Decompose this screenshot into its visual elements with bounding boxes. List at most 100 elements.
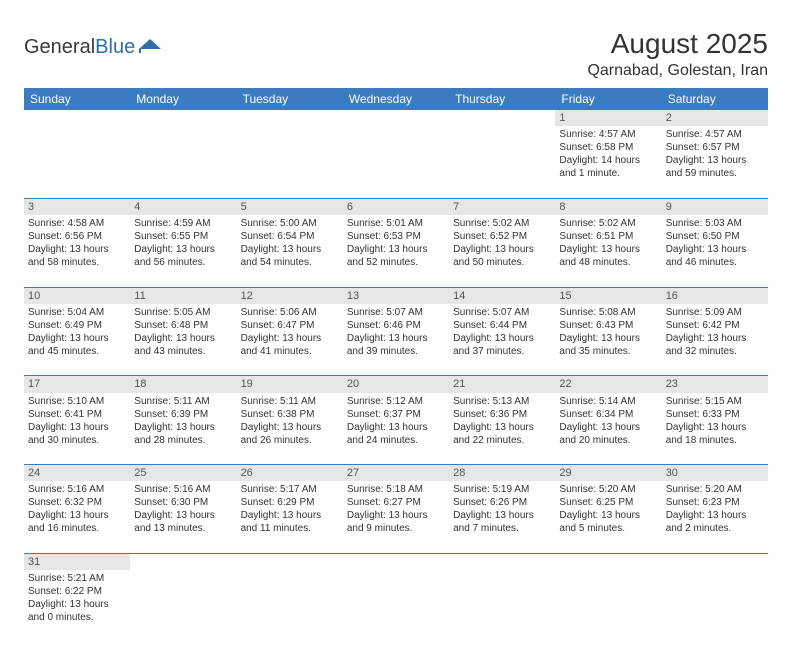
day-cell: Sunrise: 5:07 AMSunset: 6:44 PMDaylight:… bbox=[449, 304, 555, 376]
day-number bbox=[343, 110, 449, 126]
day-cell: Sunrise: 4:57 AMSunset: 6:57 PMDaylight:… bbox=[662, 126, 768, 198]
day-number bbox=[449, 553, 555, 570]
day-number: 24 bbox=[24, 465, 130, 482]
daynum-row: 17181920212223 bbox=[24, 376, 768, 393]
sunrise-line: Sunrise: 5:17 AM bbox=[241, 483, 339, 496]
day-cell: Sunrise: 5:04 AMSunset: 6:49 PMDaylight:… bbox=[24, 304, 130, 376]
day-cell: Sunrise: 5:14 AMSunset: 6:34 PMDaylight:… bbox=[555, 393, 661, 465]
daylight-line: Daylight: 13 hours and 7 minutes. bbox=[453, 509, 551, 535]
content-row: Sunrise: 4:58 AMSunset: 6:56 PMDaylight:… bbox=[24, 215, 768, 287]
sunset-line: Sunset: 6:38 PM bbox=[241, 408, 339, 421]
day-cell: Sunrise: 5:02 AMSunset: 6:52 PMDaylight:… bbox=[449, 215, 555, 287]
sunrise-line: Sunrise: 5:07 AM bbox=[347, 306, 445, 319]
day-number: 25 bbox=[130, 465, 236, 482]
day-number bbox=[237, 553, 343, 570]
sunset-line: Sunset: 6:25 PM bbox=[559, 496, 657, 509]
sunset-line: Sunset: 6:49 PM bbox=[28, 319, 126, 332]
day-number: 2 bbox=[662, 110, 768, 126]
day-number bbox=[555, 553, 661, 570]
day-number: 6 bbox=[343, 198, 449, 215]
sunrise-line: Sunrise: 4:58 AM bbox=[28, 217, 126, 230]
day-number: 23 bbox=[662, 376, 768, 393]
daylight-line: Daylight: 13 hours and 37 minutes. bbox=[453, 332, 551, 358]
day-number: 3 bbox=[24, 198, 130, 215]
month-title: August 2025 bbox=[587, 28, 768, 60]
day-cell: Sunrise: 5:03 AMSunset: 6:50 PMDaylight:… bbox=[662, 215, 768, 287]
daylight-line: Daylight: 13 hours and 0 minutes. bbox=[28, 598, 126, 624]
day-number: 31 bbox=[24, 553, 130, 570]
sunrise-line: Sunrise: 5:20 AM bbox=[559, 483, 657, 496]
daylight-line: Daylight: 13 hours and 2 minutes. bbox=[666, 509, 764, 535]
day-number bbox=[449, 110, 555, 126]
day-cell: Sunrise: 5:21 AMSunset: 6:22 PMDaylight:… bbox=[24, 570, 130, 642]
sunset-line: Sunset: 6:22 PM bbox=[28, 585, 126, 598]
day-number: 17 bbox=[24, 376, 130, 393]
daylight-line: Daylight: 13 hours and 45 minutes. bbox=[28, 332, 126, 358]
sunset-line: Sunset: 6:30 PM bbox=[134, 496, 232, 509]
day-number bbox=[24, 110, 130, 126]
daylight-line: Daylight: 14 hours and 1 minute. bbox=[559, 154, 657, 180]
sunrise-line: Sunrise: 5:06 AM bbox=[241, 306, 339, 319]
sunset-line: Sunset: 6:57 PM bbox=[666, 141, 764, 154]
day-number: 9 bbox=[662, 198, 768, 215]
day-number: 14 bbox=[449, 287, 555, 304]
day-cell bbox=[343, 126, 449, 198]
content-row: Sunrise: 5:21 AMSunset: 6:22 PMDaylight:… bbox=[24, 570, 768, 642]
day-number bbox=[130, 553, 236, 570]
sunrise-line: Sunrise: 5:12 AM bbox=[347, 395, 445, 408]
daylight-line: Daylight: 13 hours and 13 minutes. bbox=[134, 509, 232, 535]
daylight-line: Daylight: 13 hours and 9 minutes. bbox=[347, 509, 445, 535]
day-number bbox=[237, 110, 343, 126]
day-cell: Sunrise: 5:17 AMSunset: 6:29 PMDaylight:… bbox=[237, 481, 343, 553]
day-cell: Sunrise: 5:13 AMSunset: 6:36 PMDaylight:… bbox=[449, 393, 555, 465]
day-number: 27 bbox=[343, 465, 449, 482]
day-cell: Sunrise: 4:59 AMSunset: 6:55 PMDaylight:… bbox=[130, 215, 236, 287]
day-cell: Sunrise: 5:16 AMSunset: 6:30 PMDaylight:… bbox=[130, 481, 236, 553]
daylight-line: Daylight: 13 hours and 41 minutes. bbox=[241, 332, 339, 358]
daylight-line: Daylight: 13 hours and 18 minutes. bbox=[666, 421, 764, 447]
sunset-line: Sunset: 6:54 PM bbox=[241, 230, 339, 243]
day-cell: Sunrise: 5:06 AMSunset: 6:47 PMDaylight:… bbox=[237, 304, 343, 376]
sunrise-line: Sunrise: 5:09 AM bbox=[666, 306, 764, 319]
day-cell: Sunrise: 5:12 AMSunset: 6:37 PMDaylight:… bbox=[343, 393, 449, 465]
daylight-line: Daylight: 13 hours and 20 minutes. bbox=[559, 421, 657, 447]
sunrise-line: Sunrise: 4:59 AM bbox=[134, 217, 232, 230]
daylight-line: Daylight: 13 hours and 28 minutes. bbox=[134, 421, 232, 447]
content-row: Sunrise: 4:57 AMSunset: 6:58 PMDaylight:… bbox=[24, 126, 768, 198]
day-number: 29 bbox=[555, 465, 661, 482]
sunrise-line: Sunrise: 5:16 AM bbox=[134, 483, 232, 496]
weekday-header: Monday bbox=[130, 88, 236, 110]
sunrise-line: Sunrise: 5:10 AM bbox=[28, 395, 126, 408]
day-cell: Sunrise: 5:00 AMSunset: 6:54 PMDaylight:… bbox=[237, 215, 343, 287]
daylight-line: Daylight: 13 hours and 16 minutes. bbox=[28, 509, 126, 535]
sunrise-line: Sunrise: 5:07 AM bbox=[453, 306, 551, 319]
day-cell bbox=[237, 570, 343, 642]
sunrise-line: Sunrise: 4:57 AM bbox=[559, 128, 657, 141]
flag-icon bbox=[139, 37, 161, 58]
day-cell bbox=[24, 126, 130, 198]
sunrise-line: Sunrise: 5:02 AM bbox=[453, 217, 551, 230]
sunset-line: Sunset: 6:50 PM bbox=[666, 230, 764, 243]
weekday-header: Wednesday bbox=[343, 88, 449, 110]
day-number: 20 bbox=[343, 376, 449, 393]
sunset-line: Sunset: 6:55 PM bbox=[134, 230, 232, 243]
day-number bbox=[662, 553, 768, 570]
sunrise-line: Sunrise: 5:20 AM bbox=[666, 483, 764, 496]
sunset-line: Sunset: 6:39 PM bbox=[134, 408, 232, 421]
content-row: Sunrise: 5:16 AMSunset: 6:32 PMDaylight:… bbox=[24, 481, 768, 553]
sunrise-line: Sunrise: 5:13 AM bbox=[453, 395, 551, 408]
daynum-row: 12 bbox=[24, 110, 768, 126]
sunset-line: Sunset: 6:43 PM bbox=[559, 319, 657, 332]
sunset-line: Sunset: 6:53 PM bbox=[347, 230, 445, 243]
daylight-line: Daylight: 13 hours and 43 minutes. bbox=[134, 332, 232, 358]
day-number: 1 bbox=[555, 110, 661, 126]
sunset-line: Sunset: 6:58 PM bbox=[559, 141, 657, 154]
daynum-row: 31 bbox=[24, 553, 768, 570]
sunrise-line: Sunrise: 4:57 AM bbox=[666, 128, 764, 141]
day-cell: Sunrise: 5:09 AMSunset: 6:42 PMDaylight:… bbox=[662, 304, 768, 376]
sunrise-line: Sunrise: 5:18 AM bbox=[347, 483, 445, 496]
calendar-page: GeneralBlue August 2025 Qarnabad, Golest… bbox=[0, 0, 792, 662]
day-cell bbox=[130, 570, 236, 642]
day-cell bbox=[449, 126, 555, 198]
day-number bbox=[130, 110, 236, 126]
